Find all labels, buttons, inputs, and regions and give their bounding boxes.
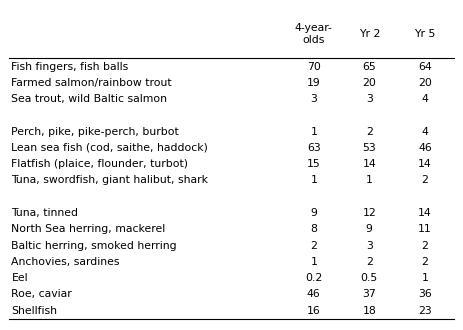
Text: 11: 11 xyxy=(418,224,432,234)
Text: 1: 1 xyxy=(366,176,373,185)
Text: 46: 46 xyxy=(307,289,320,299)
Text: 16: 16 xyxy=(307,306,320,315)
Text: 8: 8 xyxy=(310,224,317,234)
Text: 12: 12 xyxy=(363,208,376,218)
Text: 1: 1 xyxy=(421,273,428,283)
Text: 0.2: 0.2 xyxy=(305,273,322,283)
Text: Flatfish (plaice, flounder, turbot): Flatfish (plaice, flounder, turbot) xyxy=(12,159,188,169)
Text: 70: 70 xyxy=(307,62,321,72)
Text: 20: 20 xyxy=(363,78,376,88)
Text: 9: 9 xyxy=(366,224,373,234)
Text: 2: 2 xyxy=(421,241,428,250)
Text: 14: 14 xyxy=(363,159,376,169)
Text: 63: 63 xyxy=(307,143,320,153)
Text: 18: 18 xyxy=(363,306,376,315)
Text: Perch, pike, pike-perch, burbot: Perch, pike, pike-perch, burbot xyxy=(12,127,179,137)
Text: Yr 2: Yr 2 xyxy=(359,29,380,39)
Text: 53: 53 xyxy=(363,143,376,153)
Text: Sea trout, wild Baltic salmon: Sea trout, wild Baltic salmon xyxy=(12,94,168,104)
Text: North Sea herring, mackerel: North Sea herring, mackerel xyxy=(12,224,166,234)
Text: Roe, caviar: Roe, caviar xyxy=(12,289,72,299)
Text: 20: 20 xyxy=(418,78,432,88)
Text: 4: 4 xyxy=(421,94,428,104)
Text: 3: 3 xyxy=(366,241,373,250)
Text: 0.5: 0.5 xyxy=(361,273,378,283)
Text: 2: 2 xyxy=(421,257,428,267)
Text: 1: 1 xyxy=(310,127,317,137)
Text: Eel: Eel xyxy=(12,273,28,283)
Text: Fish fingers, fish balls: Fish fingers, fish balls xyxy=(12,62,129,72)
Text: 4: 4 xyxy=(421,127,428,137)
Text: 14: 14 xyxy=(418,208,432,218)
Text: 14: 14 xyxy=(418,159,432,169)
Text: Yr 5: Yr 5 xyxy=(414,29,436,39)
Text: 1: 1 xyxy=(310,257,317,267)
Text: Baltic herring, smoked herring: Baltic herring, smoked herring xyxy=(12,241,177,250)
Text: 64: 64 xyxy=(418,62,432,72)
Text: Lean sea fish (cod, saithe, haddock): Lean sea fish (cod, saithe, haddock) xyxy=(12,143,208,153)
Text: 36: 36 xyxy=(418,289,432,299)
Text: 3: 3 xyxy=(310,94,317,104)
Text: 15: 15 xyxy=(307,159,320,169)
Text: Shellfish: Shellfish xyxy=(12,306,57,315)
Text: 23: 23 xyxy=(418,306,432,315)
Text: Tuna, swordfish, giant halibut, shark: Tuna, swordfish, giant halibut, shark xyxy=(12,176,208,185)
Text: 2: 2 xyxy=(421,176,428,185)
Text: Farmed salmon/rainbow trout: Farmed salmon/rainbow trout xyxy=(12,78,172,88)
Text: 2: 2 xyxy=(366,127,373,137)
Text: 37: 37 xyxy=(363,289,376,299)
Text: Tuna, tinned: Tuna, tinned xyxy=(12,208,79,218)
Text: 3: 3 xyxy=(366,94,373,104)
Text: 65: 65 xyxy=(363,62,376,72)
Text: 9: 9 xyxy=(310,208,317,218)
Text: 19: 19 xyxy=(307,78,320,88)
Text: Anchovies, sardines: Anchovies, sardines xyxy=(12,257,120,267)
Text: 2: 2 xyxy=(310,241,317,250)
Text: 2: 2 xyxy=(366,257,373,267)
Text: 1: 1 xyxy=(310,176,317,185)
Text: 46: 46 xyxy=(418,143,432,153)
Text: 4-year-
olds: 4-year- olds xyxy=(295,23,333,45)
